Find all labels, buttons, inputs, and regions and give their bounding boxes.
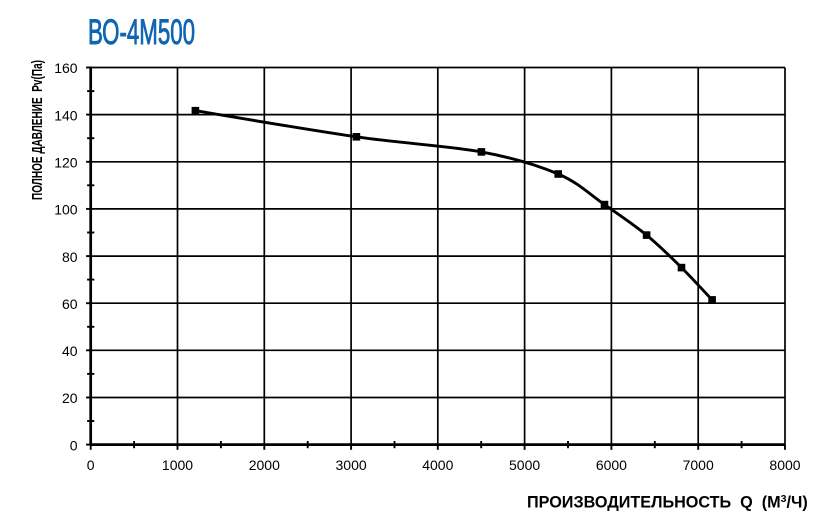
svg-text:60: 60 [62, 296, 78, 312]
svg-text:6000: 6000 [596, 457, 627, 473]
svg-text:80: 80 [62, 249, 78, 265]
svg-text:7000: 7000 [683, 457, 714, 473]
svg-text:8000: 8000 [769, 457, 800, 473]
svg-text:ПОЛНОЕ ДАВЛЕНИЕ Pv(Па): ПОЛНОЕ ДАВЛЕНИЕ Pv(Па) [29, 60, 46, 200]
svg-text:40: 40 [62, 343, 78, 359]
svg-text:1000: 1000 [162, 457, 193, 473]
svg-text:ВО-4М500: ВО-4М500 [88, 13, 195, 52]
svg-text:140: 140 [54, 107, 78, 123]
svg-text:20: 20 [62, 390, 78, 406]
svg-text:2000: 2000 [249, 457, 280, 473]
svg-text:120: 120 [54, 155, 78, 171]
svg-text:100: 100 [54, 202, 78, 218]
svg-text:0: 0 [70, 437, 78, 453]
svg-text:5000: 5000 [509, 457, 540, 473]
svg-text:3000: 3000 [336, 457, 367, 473]
svg-text:0: 0 [87, 457, 95, 473]
svg-text:ПРОИЗВОДИТЕЛЬНОСТЬ Q (М3/Ч): ПРОИЗВОДИТЕЛЬНОСТЬ Q (М3/Ч) [527, 493, 808, 511]
svg-text:160: 160 [54, 60, 78, 76]
svg-text:4000: 4000 [422, 457, 453, 473]
